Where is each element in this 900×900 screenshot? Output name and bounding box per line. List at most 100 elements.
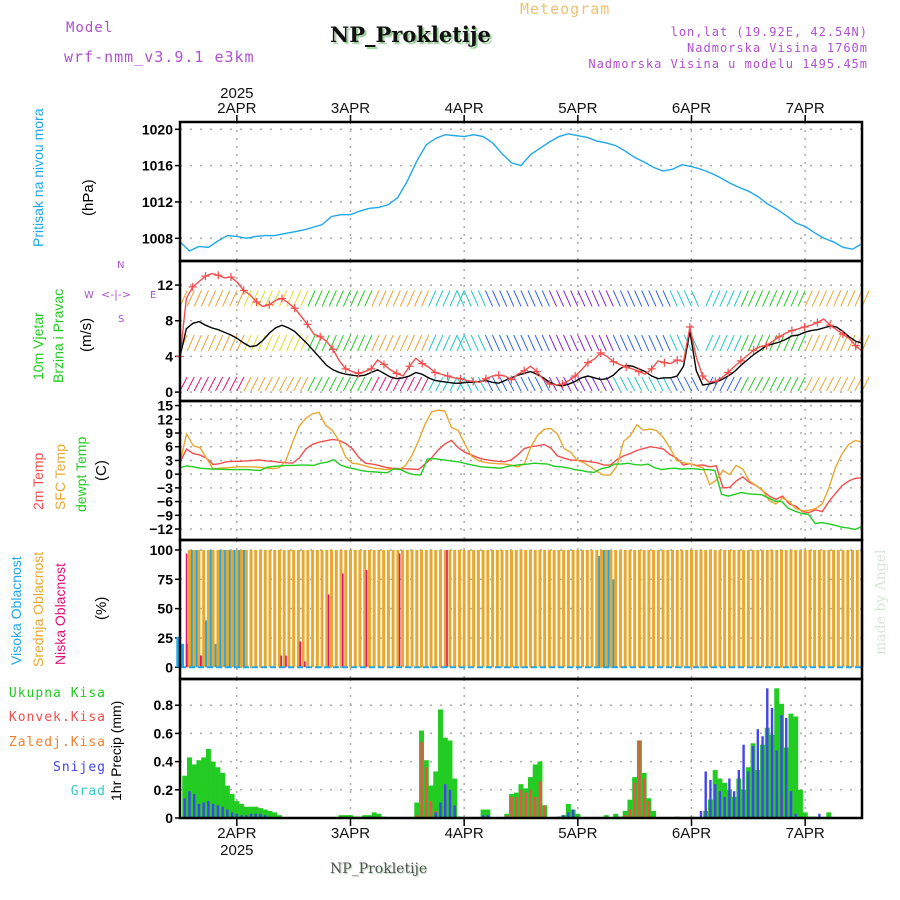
precip-bar-snow: [448, 789, 452, 818]
wind-barb: [470, 334, 479, 352]
wind-barb: [442, 334, 451, 352]
wind-barb: [754, 290, 764, 307]
wind-barb: [371, 334, 380, 352]
wind-barb: [428, 290, 437, 307]
ytick-label: 0: [165, 384, 173, 400]
cloud-bar-low: [285, 655, 287, 668]
cloud-bar-mid: [576, 549, 580, 668]
cloud-bar-mid: [519, 549, 523, 668]
precip-bar-snow: [249, 813, 253, 818]
cloud-bar-mid: [699, 549, 703, 668]
top-day-label: 7APR: [786, 100, 825, 117]
gust-marker: [379, 360, 388, 369]
wind-barb: [754, 376, 764, 392]
wind-barb: [222, 376, 231, 392]
wind-barb: [186, 290, 195, 307]
wind-barb: [357, 290, 366, 307]
cloud-bar-mid: [268, 549, 272, 668]
precip-bar-convective: [524, 792, 527, 818]
precip-bar-convective: [633, 782, 636, 818]
ytick-label: 100: [150, 542, 174, 558]
wind-barb: [286, 334, 295, 352]
footer-station-name: NP_Prokletije: [330, 861, 428, 877]
cloud-bar-mid: [254, 549, 258, 668]
compass-e: E: [150, 290, 157, 301]
cloud-bar-mid: [751, 549, 755, 668]
bottom-day-label: 5APR: [558, 825, 597, 842]
gust-marker: [775, 332, 784, 341]
gust-marker: [494, 371, 503, 380]
gust-marker: [392, 369, 401, 378]
wind-barb: [584, 290, 593, 307]
cloud-bar-mid: [344, 549, 348, 668]
gust-marker: [354, 369, 363, 378]
legend-hail: Grad: [70, 784, 106, 799]
wind-barb: [257, 334, 266, 352]
gust-marker: [724, 368, 733, 377]
cloud-bar-mid: [770, 549, 774, 668]
wind-barb: [264, 290, 273, 307]
wind-barb: [719, 334, 728, 352]
precip-bar-total: [452, 778, 458, 818]
wind-barb: [811, 376, 820, 392]
wind-barb: [492, 334, 501, 352]
ytick-label: 4: [165, 348, 173, 364]
gust-marker: [685, 322, 694, 331]
precip-bar-total: [802, 812, 808, 818]
precip-bar-total: [258, 808, 264, 818]
wind-barb: [250, 376, 259, 392]
wind-barb: [811, 334, 820, 352]
precip-bar-snow: [737, 770, 741, 818]
wind-barb: [271, 290, 281, 307]
cloud-bar-mid: [571, 549, 575, 668]
cloud-bar-mid: [386, 549, 390, 668]
precip-bar-snow: [732, 791, 736, 818]
cloud-bar-low: [398, 553, 401, 668]
ytick-label: −9: [157, 507, 173, 523]
precip-bar-snow: [230, 812, 234, 818]
wind-barb: [215, 290, 224, 307]
wind-barb: [236, 290, 245, 307]
gust-marker: [316, 332, 325, 341]
cloud-bar-mid: [363, 549, 367, 668]
wind-barb: [783, 290, 792, 307]
compass-arrows-icon: <-|->: [101, 288, 132, 301]
precip-bar-total: [433, 771, 439, 818]
cloud-bar-high: [190, 549, 194, 668]
wind-barb: [826, 334, 835, 352]
wind-barb: [484, 290, 494, 307]
cloud-bar-mid: [396, 549, 400, 668]
cloud-bar-low: [327, 594, 330, 668]
gust-marker: [545, 380, 554, 389]
cloud-bar-mid: [524, 549, 528, 668]
precip-bar-total: [622, 810, 628, 818]
wind-barb: [243, 376, 252, 392]
precip-bar-snow: [747, 771, 750, 818]
cloud-bar-mid: [836, 549, 840, 668]
wind-barb: [406, 334, 415, 352]
wind-barb: [776, 376, 785, 392]
wind-barb: [378, 376, 387, 392]
wind-barb: [833, 334, 842, 352]
precip-bar-snow: [756, 729, 760, 818]
precip-bar-convective: [519, 789, 523, 818]
wind-barb: [705, 290, 714, 307]
cloud-bar-mid: [505, 549, 509, 668]
wind-barb: [605, 334, 614, 352]
precip-bar-snow: [197, 803, 201, 818]
cloud-bar-mid: [457, 549, 461, 668]
wind-barb: [598, 290, 607, 307]
wind-barb: [513, 290, 522, 307]
wind-barb: [840, 290, 849, 307]
gust-marker: [838, 330, 847, 339]
precip-bar-snow: [216, 805, 220, 818]
wind-barb: [271, 334, 281, 352]
gust-marker: [341, 364, 350, 373]
cloud-bar-mid: [216, 549, 220, 668]
cloud-bar-mid: [349, 549, 352, 668]
cloud-bar-mid: [443, 549, 447, 668]
cloud-bar-mid: [803, 549, 807, 668]
wind-barb: [577, 334, 586, 352]
wind-barb: [442, 290, 451, 307]
wind-barb: [435, 376, 444, 392]
